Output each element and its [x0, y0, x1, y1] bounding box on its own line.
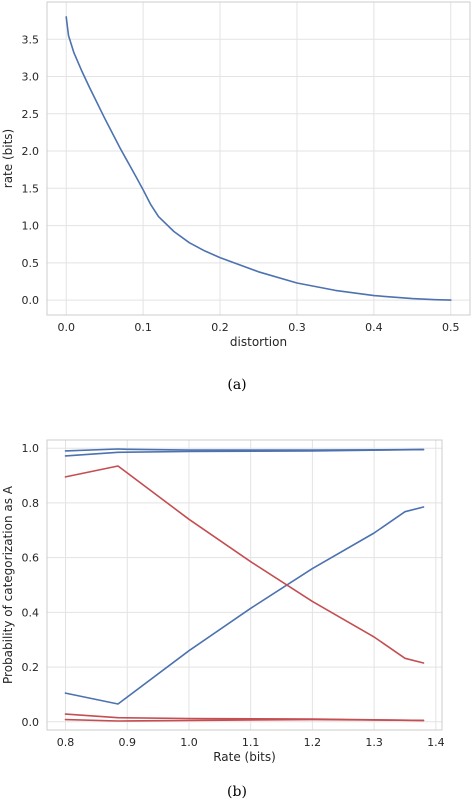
x-tick-label: 0.9: [118, 736, 136, 749]
y-tick-label: 3.0: [22, 71, 40, 84]
y-tick-label: 0.0: [22, 716, 40, 729]
y-tick-label: 0.6: [22, 552, 40, 565]
x-tick-label: 0.3: [288, 321, 306, 334]
x-tick-label: 1.4: [427, 736, 445, 749]
x-tick-label: 1.1: [242, 736, 260, 749]
categorization-probability-chart: 0.8 0.9 1.0 1.1 1.2 1.3 1.4 0.0 0.2 0.4 0.6 0.8 1.0…: [1, 439, 445, 800]
x-tick-label: 0.0: [57, 321, 75, 334]
series-line-1: [65, 16, 452, 301]
x-tick-label: 0.4: [365, 321, 383, 334]
y-tick-label: 0.4: [22, 606, 40, 619]
caption-b: (b): [227, 784, 247, 800]
x-gridlines: [65, 2, 452, 315]
series-group: [65, 16, 452, 301]
y-tick-label: 0.2: [22, 661, 40, 674]
y-tick-label: 1.0: [22, 220, 40, 233]
series-line-3: [64, 506, 425, 705]
x-axis-label: distortion: [230, 335, 287, 349]
x-tick-label: 0.5: [442, 321, 460, 334]
x-tick-labels: 0.8 0.9 1.0 1.1 1.2 1.3 1.4: [57, 736, 445, 749]
x-tick-label: 0.1: [134, 321, 152, 334]
y-axis-label: Probability of categorization as A: [1, 485, 15, 684]
series-line-4: [64, 465, 425, 664]
series-line-6: [64, 718, 425, 722]
x-tick-label: 1.3: [365, 736, 383, 749]
rate-distortion-chart: 0.0 0.1 0.2 0.3 0.4 0.5 0.0 0.5 1.0 1.5 2.0 2.5 3.0…: [1, 1, 471, 393]
x-tick-label: 1.2: [304, 736, 322, 749]
y-axis-label: rate (bits): [1, 129, 15, 188]
y-tick-label: 2.5: [22, 108, 40, 121]
y-tick-labels: 0.0 0.2 0.4 0.6 0.8 1.0: [22, 442, 40, 729]
y-tick-label: 0.0: [22, 294, 40, 307]
y-gridlines: [47, 447, 442, 723]
series-group: [64, 448, 425, 722]
plot-frame: [46, 1, 471, 316]
caption-a: (a): [227, 377, 246, 393]
plot-frame: [46, 439, 443, 731]
y-tick-label: 0.5: [22, 257, 40, 270]
series-line-2: [64, 448, 425, 457]
x-tick-label: 0.8: [57, 736, 75, 749]
y-tick-label: 0.8: [22, 497, 40, 510]
y-tick-labels: 0.0 0.5 1.0 1.5 2.0 2.5 3.0 3.5: [22, 33, 40, 307]
x-tick-label: 0.2: [211, 321, 229, 334]
y-tick-label: 1.5: [22, 182, 40, 195]
x-axis-label: Rate (bits): [213, 750, 276, 764]
y-tick-label: 2.0: [22, 145, 40, 158]
x-gridlines: [65, 440, 437, 730]
y-tick-label: 1.0: [22, 442, 40, 455]
x-tick-label: 1.0: [180, 736, 198, 749]
y-tick-label: 3.5: [22, 33, 40, 46]
x-tick-labels: 0.0 0.1 0.2 0.3 0.4 0.5: [57, 321, 459, 334]
y-gridlines: [47, 38, 470, 301]
